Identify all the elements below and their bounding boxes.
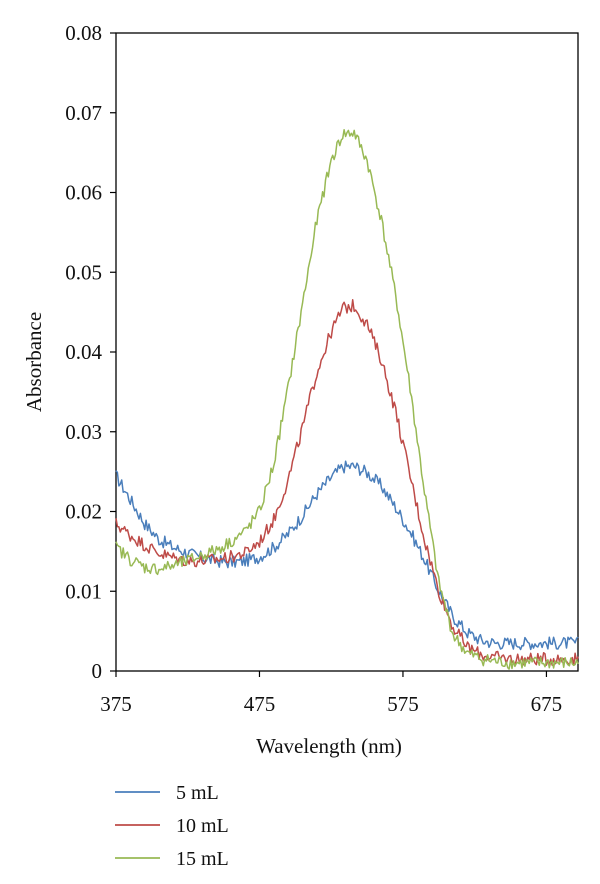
y-tick-label: 0.06	[65, 181, 102, 205]
y-tick-label: 0.04	[65, 340, 102, 364]
series-line	[115, 129, 579, 670]
legend-label: 10 mL	[176, 815, 229, 837]
series-line	[115, 299, 579, 667]
y-tick-label: 0.08	[65, 21, 102, 45]
plot-area	[115, 32, 579, 672]
y-tick-label: 0	[92, 659, 103, 683]
legend: 5 mL 10 mL 15 mL	[115, 782, 229, 870]
y-tick-label: 0.01	[65, 579, 102, 603]
x-tick-label: 475	[244, 692, 276, 716]
series-layer	[115, 129, 579, 670]
x-tick-label: 375	[100, 692, 132, 716]
series-line	[115, 460, 579, 651]
y-axis-ticks: 0 0.01 0.02 0.03 0.04 0.05 0.06 0.07 0.08	[65, 21, 116, 683]
legend-label: 5 mL	[176, 782, 219, 804]
plot-frame	[115, 32, 579, 672]
y-tick-label: 0.05	[65, 260, 102, 284]
x-axis-title: Wavelength (nm)	[256, 734, 402, 758]
y-tick-label: 0.07	[65, 101, 102, 125]
y-tick-label: 0.02	[65, 500, 102, 524]
y-axis-title: Absorbance	[22, 312, 46, 412]
x-axis-ticks: 375 475 575 675	[100, 671, 562, 716]
x-tick-label: 675	[531, 692, 563, 716]
y-tick-label: 0.03	[65, 420, 102, 444]
legend-label: 15 mL	[176, 848, 229, 870]
x-tick-label: 575	[387, 692, 419, 716]
